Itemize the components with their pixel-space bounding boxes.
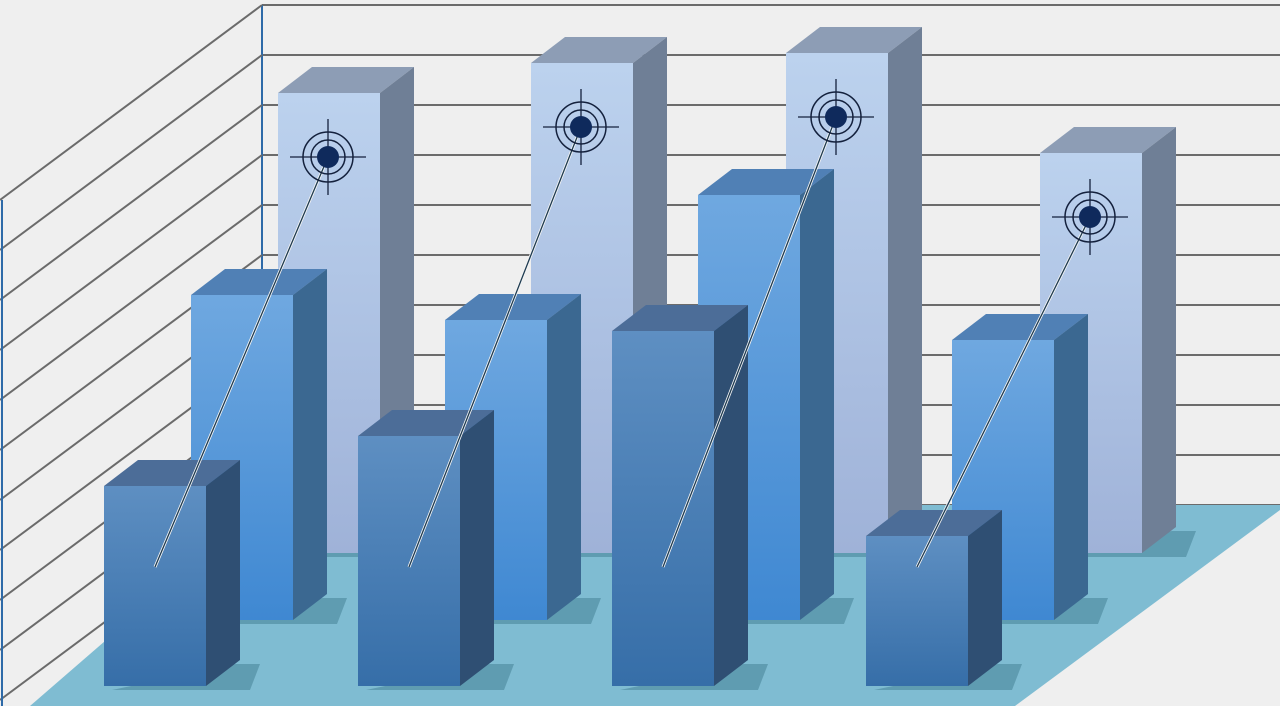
bar-top-face xyxy=(786,27,922,53)
target-marker-2 xyxy=(407,89,619,568)
side-gridline xyxy=(0,104,263,301)
bar-front-1 xyxy=(104,460,260,690)
bar-side-face xyxy=(888,27,922,553)
side-gridline xyxy=(0,4,263,201)
bar-front-face xyxy=(612,331,714,686)
bar-front-face xyxy=(866,536,968,686)
bar-top-face xyxy=(445,294,581,320)
target-dot-icon xyxy=(825,106,847,128)
side-gridline xyxy=(0,54,263,251)
bar-side-face xyxy=(968,510,1002,686)
bar-top-face xyxy=(278,67,414,93)
target-dot-icon xyxy=(1079,206,1101,228)
leader-line xyxy=(916,216,1091,568)
target-marker-1 xyxy=(153,119,366,568)
side-gridline xyxy=(0,154,263,351)
target-marker-4 xyxy=(915,179,1128,568)
bar-front-2 xyxy=(358,410,514,690)
bar-side-face xyxy=(293,269,327,620)
bar-top-face xyxy=(358,410,494,436)
side-gridline xyxy=(0,204,263,401)
bar-front-3 xyxy=(612,305,768,690)
bar-side-face xyxy=(206,460,240,686)
leader-line xyxy=(662,116,837,568)
bars-layer xyxy=(104,27,1196,690)
bar-top-face xyxy=(698,169,834,195)
leader-line xyxy=(408,126,582,568)
leader-line xyxy=(154,156,329,568)
bar-front-face xyxy=(104,486,206,686)
target-markers-layer xyxy=(153,79,1128,568)
bar-side-face xyxy=(800,169,834,620)
bar-side-face xyxy=(714,305,748,686)
bar-top-face xyxy=(1040,127,1176,153)
bar-side-face xyxy=(547,294,581,620)
target-marker-3 xyxy=(661,79,874,568)
bar-top-face xyxy=(612,305,748,331)
bar-top-face xyxy=(952,314,1088,340)
bar-side-face xyxy=(1054,314,1088,620)
target-dot-icon xyxy=(570,116,592,138)
bar-top-face xyxy=(104,460,240,486)
target-dot-icon xyxy=(317,146,339,168)
bar-side-face xyxy=(1142,127,1176,553)
bar-middle-4 xyxy=(952,314,1108,624)
bar-front-4 xyxy=(866,510,1022,690)
bar-top-face xyxy=(191,269,327,295)
bar-top-face xyxy=(531,37,667,63)
bar-side-face xyxy=(460,410,494,686)
bar-top-face xyxy=(866,510,1002,536)
